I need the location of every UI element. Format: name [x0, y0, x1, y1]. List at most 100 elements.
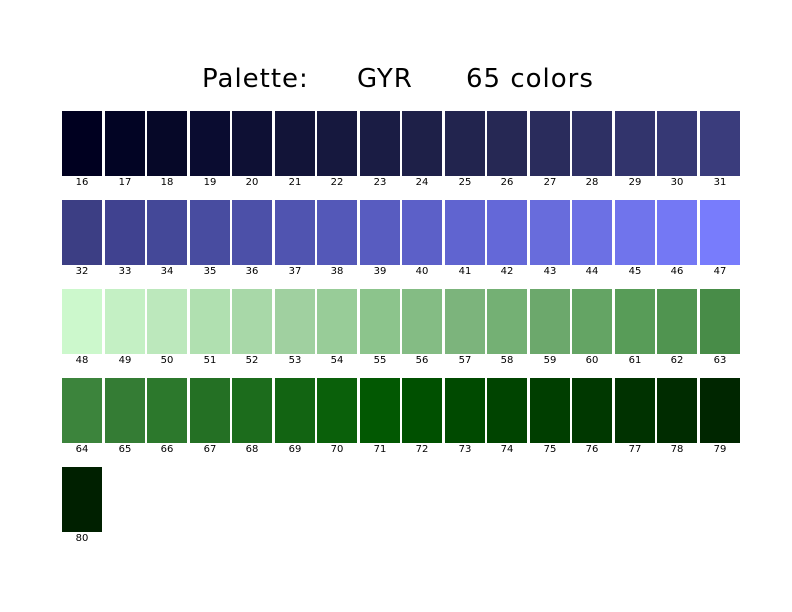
palette-cell: 29 [615, 111, 655, 191]
color-index-label: 38 [330, 266, 344, 277]
color-index-label: 53 [288, 355, 302, 366]
palette-cell: 61 [615, 289, 655, 369]
color-swatch [402, 200, 442, 265]
color-swatch [700, 111, 740, 176]
color-swatch [657, 200, 697, 265]
color-index-label: 20 [245, 177, 259, 188]
color-index-label: 70 [330, 444, 344, 455]
color-swatch [275, 111, 315, 176]
palette-cell: 30 [657, 111, 697, 191]
palette-cell: 57 [445, 289, 485, 369]
palette-cell: 50 [147, 289, 187, 369]
palette-cell: 23 [360, 111, 400, 191]
palette-cell: 56 [402, 289, 442, 369]
color-swatch [147, 200, 187, 265]
color-index-label: 17 [118, 177, 132, 188]
color-swatch [360, 378, 400, 443]
palette-title-count: 65 colors [466, 64, 594, 94]
color-swatch [275, 289, 315, 354]
color-index-label: 30 [670, 177, 684, 188]
color-swatch [317, 111, 357, 176]
color-swatch [700, 289, 740, 354]
color-swatch [615, 200, 655, 265]
palette-cell: 24 [402, 111, 442, 191]
color-index-label: 46 [670, 266, 684, 277]
color-index-label: 27 [543, 177, 557, 188]
palette-cell: 72 [402, 378, 442, 458]
color-swatch [530, 200, 570, 265]
palette-title: Palette: GYR 65 colors [0, 64, 792, 100]
palette-cell: 67 [190, 378, 230, 458]
color-swatch [147, 111, 187, 176]
palette-cell: 40 [402, 200, 442, 280]
color-swatch [232, 200, 272, 265]
color-index-label: 29 [628, 177, 642, 188]
color-index-label: 55 [373, 355, 387, 366]
color-swatch [487, 378, 527, 443]
palette-cell: 31 [700, 111, 740, 191]
palette-cell: 51 [190, 289, 230, 369]
color-index-label: 32 [75, 266, 89, 277]
color-swatch [530, 111, 570, 176]
color-swatch [62, 378, 102, 443]
color-index-label: 24 [415, 177, 429, 188]
palette-cell: 28 [572, 111, 612, 191]
color-index-label: 64 [75, 444, 89, 455]
color-index-label: 76 [585, 444, 599, 455]
color-swatch [445, 200, 485, 265]
color-index-label: 25 [458, 177, 472, 188]
palette-cell: 22 [317, 111, 357, 191]
color-index-label: 72 [415, 444, 429, 455]
palette-cell: 73 [445, 378, 485, 458]
palette-cell: 65 [105, 378, 145, 458]
color-index-label: 28 [585, 177, 599, 188]
palette-cell: 76 [572, 378, 612, 458]
palette-cell: 39 [360, 200, 400, 280]
color-index-label: 26 [500, 177, 514, 188]
palette-cell: 34 [147, 200, 187, 280]
palette-cell: 80 [62, 467, 102, 547]
color-index-label: 22 [330, 177, 344, 188]
color-swatch [360, 111, 400, 176]
color-swatch [445, 111, 485, 176]
palette-cell: 16 [62, 111, 102, 191]
palette-cell: 20 [232, 111, 272, 191]
palette-cell: 41 [445, 200, 485, 280]
color-index-label: 51 [203, 355, 217, 366]
color-index-label: 23 [373, 177, 387, 188]
palette-cell: 27 [530, 111, 570, 191]
color-swatch [147, 378, 187, 443]
color-index-label: 65 [118, 444, 132, 455]
color-swatch [190, 378, 230, 443]
color-index-label: 36 [245, 266, 259, 277]
color-index-label: 67 [203, 444, 217, 455]
palette-cell: 68 [232, 378, 272, 458]
color-index-label: 50 [160, 355, 174, 366]
palette-cell: 37 [275, 200, 315, 280]
color-swatch [572, 200, 612, 265]
color-swatch [657, 289, 697, 354]
color-swatch [572, 378, 612, 443]
color-swatch [275, 200, 315, 265]
color-swatch [360, 200, 400, 265]
color-swatch [62, 111, 102, 176]
color-swatch [615, 289, 655, 354]
color-swatch [615, 378, 655, 443]
palette-cell: 66 [147, 378, 187, 458]
color-swatch [572, 111, 612, 176]
palette-cell: 60 [572, 289, 612, 369]
palette-cell: 32 [62, 200, 102, 280]
color-swatch [105, 289, 145, 354]
palette-cell: 52 [232, 289, 272, 369]
color-index-label: 77 [628, 444, 642, 455]
palette-cell: 75 [530, 378, 570, 458]
palette-cell: 54 [317, 289, 357, 369]
palette-title-label: Palette: [202, 64, 309, 94]
palette-cell: 25 [445, 111, 485, 191]
color-index-label: 68 [245, 444, 259, 455]
color-index-label: 63 [713, 355, 727, 366]
color-swatch [487, 200, 527, 265]
color-swatch [445, 289, 485, 354]
palette-cell: 78 [657, 378, 697, 458]
